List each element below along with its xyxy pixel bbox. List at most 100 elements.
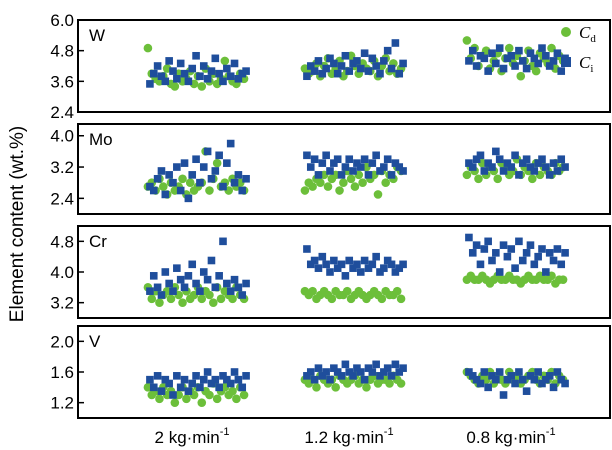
point-ci	[176, 59, 185, 68]
point-ci	[238, 383, 247, 392]
point-ci	[242, 372, 250, 380]
point-ci	[399, 167, 407, 175]
point-ci	[356, 163, 365, 171]
point-ci	[176, 275, 185, 284]
y-axis-label: Element content (wt.%)	[7, 126, 28, 322]
point-ci	[173, 264, 181, 272]
point-cd	[312, 383, 321, 392]
y-tick-label: 1.6	[50, 363, 74, 382]
point-ci	[223, 64, 231, 73]
point-ci	[383, 46, 392, 55]
point-ci	[345, 256, 354, 265]
point-ci	[149, 272, 158, 280]
point-cd	[504, 43, 514, 53]
category-labels: 2 kg·min-1 1.2 kg·min-1 0.8 kg·min-1	[155, 426, 556, 447]
point-ci	[333, 69, 342, 78]
y-tick-label: 1.2	[50, 394, 74, 413]
point-cd	[462, 170, 472, 180]
point-ci	[476, 260, 485, 269]
point-ci	[553, 167, 562, 175]
point-cd	[308, 286, 317, 296]
point-ci	[492, 249, 500, 257]
point-ci	[333, 368, 342, 376]
point-cd	[528, 174, 537, 184]
point-ci	[522, 64, 531, 73]
point-ci	[395, 264, 404, 272]
point-ci	[326, 54, 334, 63]
point-ci	[472, 375, 481, 384]
category-label: 2 kg·min-1	[155, 426, 230, 447]
point-ci	[380, 163, 388, 171]
point-ci	[153, 372, 162, 380]
point-ci	[353, 364, 361, 372]
point-cd	[155, 394, 164, 404]
point-ci	[310, 67, 319, 75]
point-ci	[553, 49, 562, 58]
point-ci	[234, 171, 243, 179]
point-cd	[166, 294, 176, 304]
point-ci	[161, 375, 170, 384]
point-ci	[484, 383, 492, 392]
point-ci	[542, 51, 550, 60]
y-tick-label: 4.0	[50, 127, 74, 146]
point-ci	[345, 67, 354, 75]
point-ci	[207, 379, 216, 388]
point-ci	[149, 383, 158, 392]
point-cd	[346, 174, 356, 184]
point-ci	[511, 264, 519, 272]
point-ci	[495, 268, 504, 276]
point-ci	[538, 245, 546, 253]
point-cd	[373, 190, 383, 199]
point-ci	[146, 375, 154, 384]
point-ci	[341, 51, 350, 60]
point-ci	[368, 159, 377, 167]
point-ci	[169, 391, 177, 399]
point-ci	[387, 64, 396, 73]
point-ci	[192, 279, 200, 288]
point-ci	[176, 383, 185, 392]
point-ci	[484, 67, 492, 75]
point-ci	[484, 237, 492, 246]
point-ci	[387, 171, 396, 179]
point-ci	[337, 260, 346, 269]
point-ci	[545, 249, 554, 257]
point-cd	[308, 182, 317, 191]
panel-frame	[77, 19, 611, 113]
point-ci	[538, 155, 546, 164]
legend-label: Cd	[579, 23, 596, 45]
point-ci	[215, 272, 223, 280]
point-ci	[465, 233, 473, 242]
point-ci	[518, 375, 527, 384]
point-ci	[372, 62, 380, 70]
point-cd	[342, 286, 352, 296]
point-ci	[333, 155, 342, 164]
y-tick-label: 3.2	[50, 158, 74, 177]
point-ci	[192, 51, 200, 60]
point-ci	[349, 59, 357, 68]
point-ci	[196, 178, 204, 187]
point-cd	[197, 398, 207, 407]
point-ci	[538, 379, 546, 388]
point-ci	[223, 279, 231, 288]
point-ci	[219, 372, 227, 380]
point-ci	[499, 64, 508, 73]
point-ci	[542, 375, 550, 384]
point-ci	[553, 245, 562, 253]
point-ci	[188, 260, 197, 269]
y-tick-label: 2.0	[50, 332, 74, 351]
point-ci	[530, 167, 539, 175]
point-ci	[203, 147, 212, 156]
point-ci	[507, 245, 516, 253]
point-ci	[146, 80, 154, 88]
point-ci	[557, 155, 566, 164]
point-ci	[226, 379, 235, 388]
panel-mo: 4.0 3.2 2.4 Mo	[50, 123, 611, 215]
point-ci	[219, 182, 227, 191]
point-ci	[561, 249, 569, 257]
point-ci	[226, 139, 235, 148]
point-ci	[242, 279, 250, 288]
point-ci	[549, 256, 558, 265]
point-ci	[153, 62, 162, 70]
point-ci	[303, 72, 311, 81]
point-ci	[184, 272, 193, 280]
